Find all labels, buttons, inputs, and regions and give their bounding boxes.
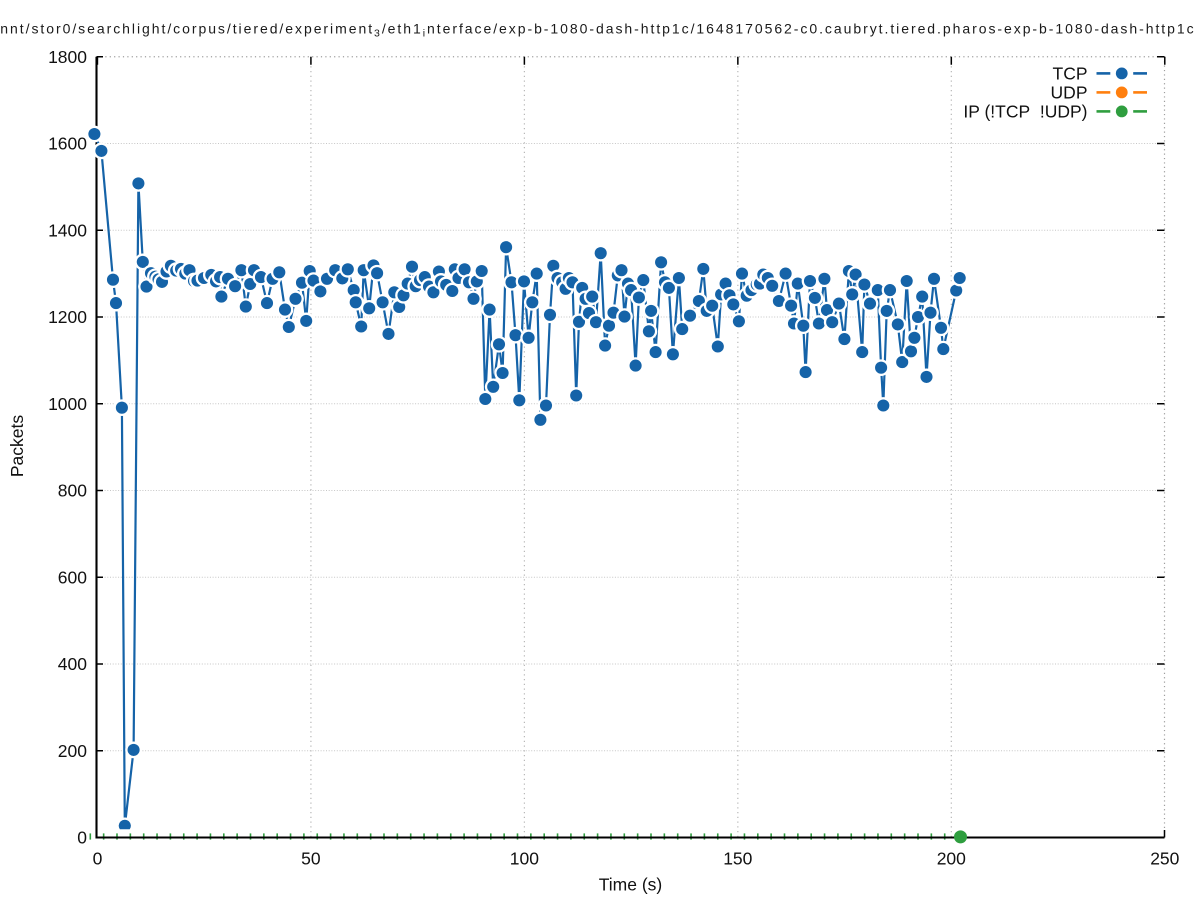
svg-text:1200: 1200 xyxy=(48,307,87,327)
svg-text:nnt/stor0/searchlight/corpus/t: nnt/stor0/searchlight/corpus/tiered/expe… xyxy=(0,21,1195,40)
svg-text:UDP: UDP xyxy=(1051,82,1088,102)
svg-text:0: 0 xyxy=(77,828,87,848)
svg-text:1000: 1000 xyxy=(48,394,87,414)
svg-text:1800: 1800 xyxy=(48,47,87,67)
svg-text:TCP: TCP xyxy=(1053,63,1088,83)
svg-text:200: 200 xyxy=(58,741,87,761)
svg-text:600: 600 xyxy=(58,568,87,588)
svg-text:0: 0 xyxy=(93,849,103,869)
svg-text:400: 400 xyxy=(58,654,87,674)
svg-text:Packets: Packets xyxy=(7,415,27,477)
svg-text:IP (!TCP !UDP): IP (!TCP !UDP) xyxy=(963,101,1087,121)
svg-text:1600: 1600 xyxy=(48,134,87,154)
svg-text:100: 100 xyxy=(510,849,539,869)
svg-text:1400: 1400 xyxy=(48,220,87,240)
svg-text:150: 150 xyxy=(723,849,752,869)
svg-text:800: 800 xyxy=(58,481,87,501)
svg-text:200: 200 xyxy=(937,849,966,869)
svg-text:250: 250 xyxy=(1150,849,1179,869)
svg-text:Time (s): Time (s) xyxy=(599,875,663,895)
svg-text:50: 50 xyxy=(301,849,321,869)
